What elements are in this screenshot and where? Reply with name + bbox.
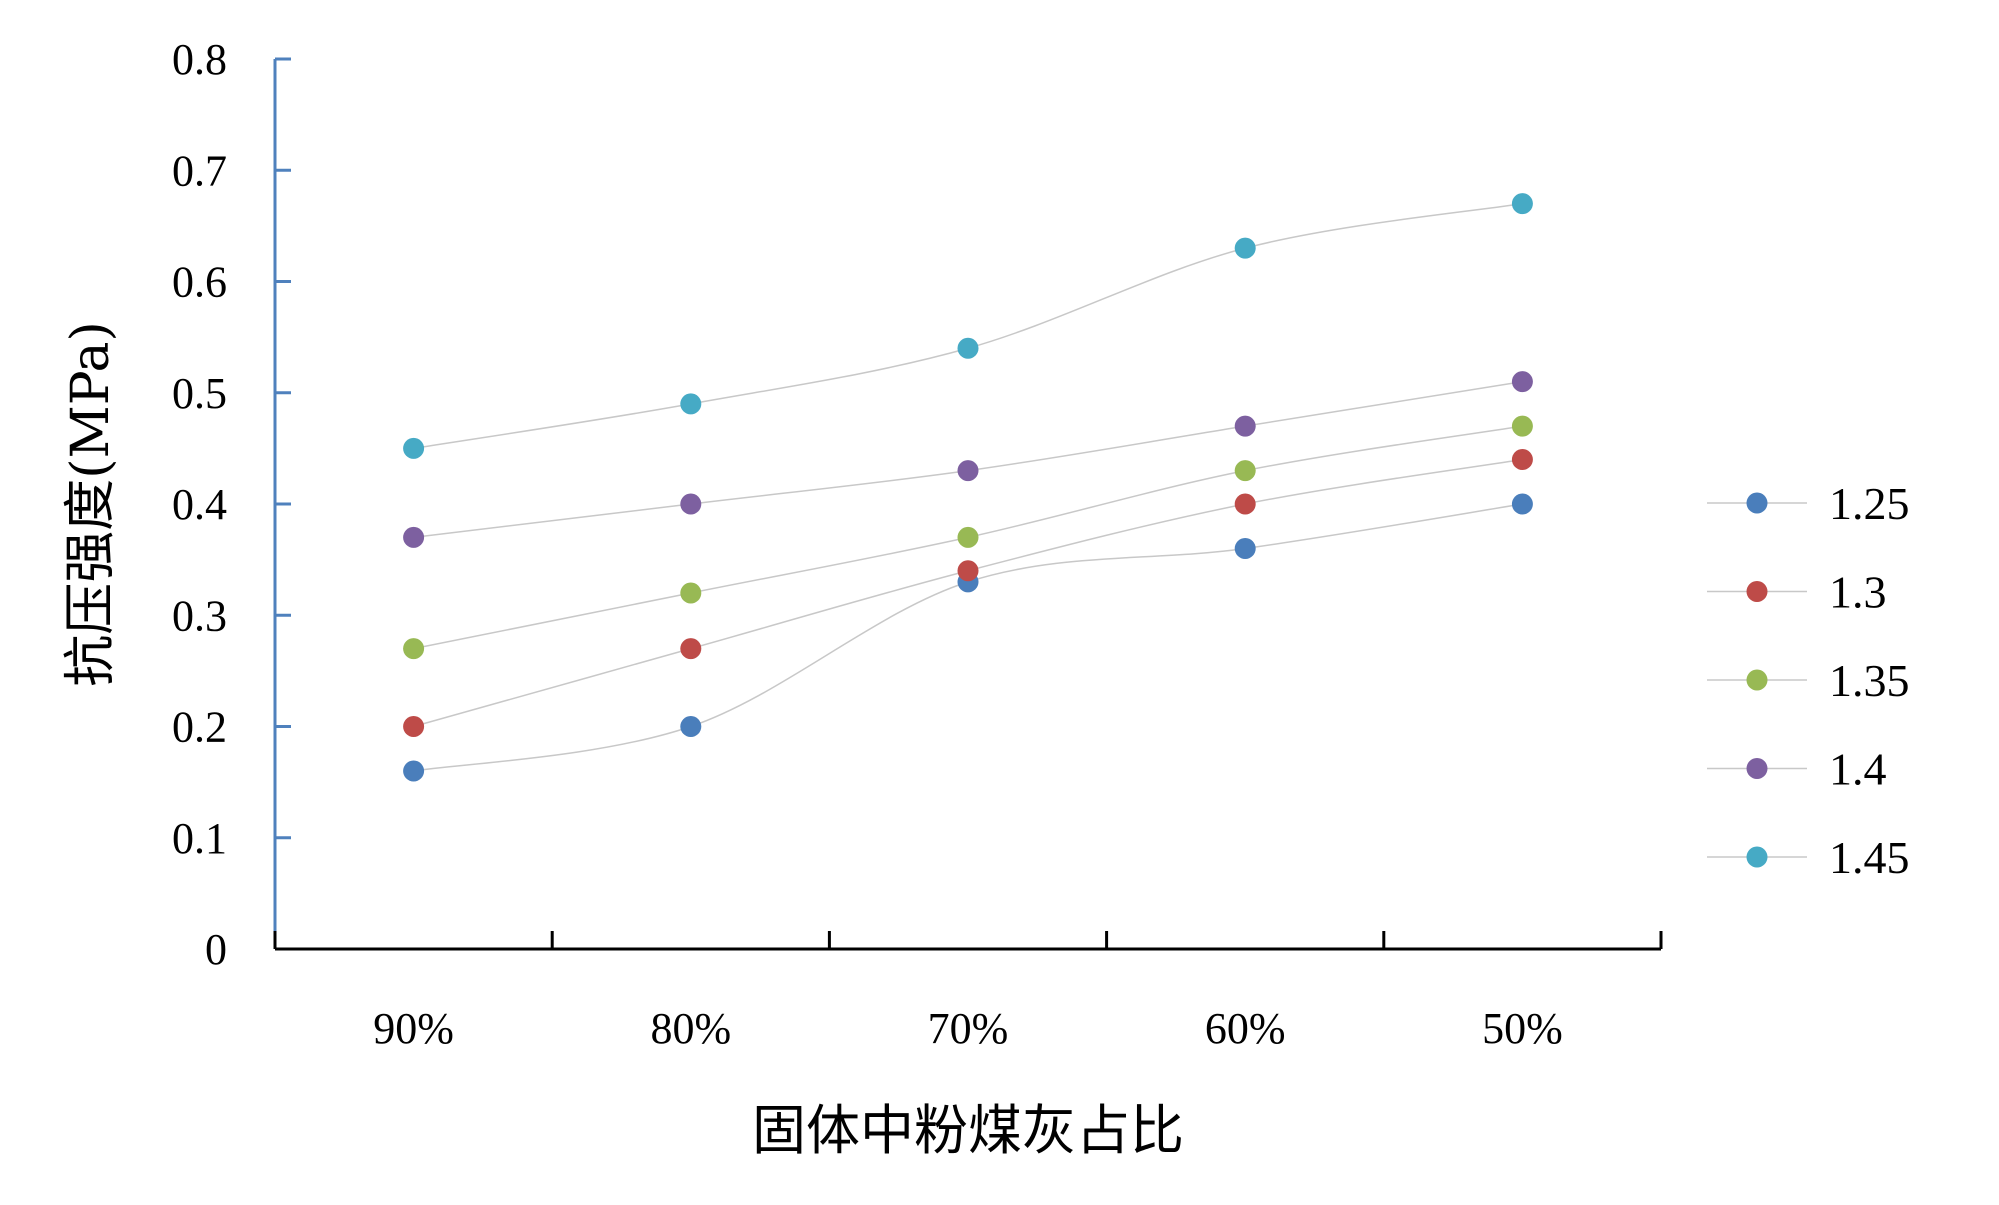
data-point-1.45-70% [957,337,979,359]
data-point-1.45-90% [403,437,425,459]
data-point-1.4-70% [957,460,979,482]
x-tick-label: 60% [1205,1004,1286,1053]
y-tick-label: 0.4 [172,480,227,529]
data-point-1.4-90% [403,526,425,548]
x-tick-label: 70% [928,1004,1009,1053]
legend-item-1.35: 1.35 [1707,655,1910,706]
legend-label: 1.45 [1829,832,1910,883]
data-point-1.35-70% [957,526,979,548]
data-point-1.45-60% [1234,237,1256,259]
y-tick-label: 0.3 [172,591,227,640]
legend-item-1.3: 1.3 [1707,567,1887,618]
series-line-1.3 [413,458,1523,728]
data-point-1.35-50% [1511,415,1533,437]
data-points-group [403,193,1533,782]
y-tick-label: 0.6 [172,258,227,307]
legend-label: 1.25 [1829,478,1910,529]
x-tick-label: 80% [650,1004,731,1053]
legend-label: 1.3 [1829,567,1887,618]
data-point-1.4-80% [680,493,702,515]
y-tick-label: 0.2 [172,703,227,752]
legend-label: 1.35 [1829,655,1910,706]
data-point-1.3-90% [403,716,425,737]
data-point-1.35-80% [680,582,702,604]
series-line-1.45 [413,202,1523,450]
series-line-1.4 [413,380,1523,539]
data-point-1.3-70% [957,560,979,582]
x-tick-label: 90% [373,1004,454,1053]
y-tick-label: 0.5 [172,369,227,418]
data-point-1.3-60% [1234,493,1256,515]
data-point-1.45-50% [1511,193,1533,215]
legend-item-1.25: 1.25 [1707,478,1910,529]
data-point-1.25-50% [1511,493,1533,515]
y-tick-label: 0 [205,925,227,974]
data-point-1.45-80% [680,393,702,415]
legend-label: 1.4 [1829,744,1887,795]
axes-group: 0 0.1 0.2 0.3 0.4 0.5 0.6 0.7 0.8 90% 80% 70% 60% 50% [172,35,1663,1053]
legend-marker [1746,492,1768,514]
y-tick-label: 0.8 [172,35,227,84]
data-point-1.4-50% [1511,371,1533,393]
data-point-1.4-60% [1234,415,1256,437]
legend-item-1.4: 1.4 [1707,744,1887,795]
data-point-1.3-50% [1511,449,1533,470]
legend-marker [1746,758,1768,779]
x-tick-label: 50% [1482,1004,1563,1053]
y-tick-label: 0.1 [172,814,227,863]
data-point-1.35-60% [1234,460,1256,482]
series-lines-group [413,202,1523,772]
data-point-1.25-80% [680,716,702,737]
legend: 1.25 1.3 1.35 1.4 1.45 [1707,478,1910,883]
data-point-1.35-90% [403,638,425,660]
data-point-1.3-80% [680,638,702,660]
y-tick-label: 0.7 [172,146,227,195]
x-axis-title: 固体中粉煤灰占比 [752,1099,1184,1162]
y-axis-title: 抗压强度(MPa) [61,321,121,686]
legend-item-1.45: 1.45 [1707,832,1910,883]
legend-marker [1746,581,1768,602]
data-point-1.25-90% [403,760,425,782]
legend-marker [1746,669,1768,691]
data-point-1.25-60% [1234,538,1256,559]
legend-marker [1746,846,1768,868]
